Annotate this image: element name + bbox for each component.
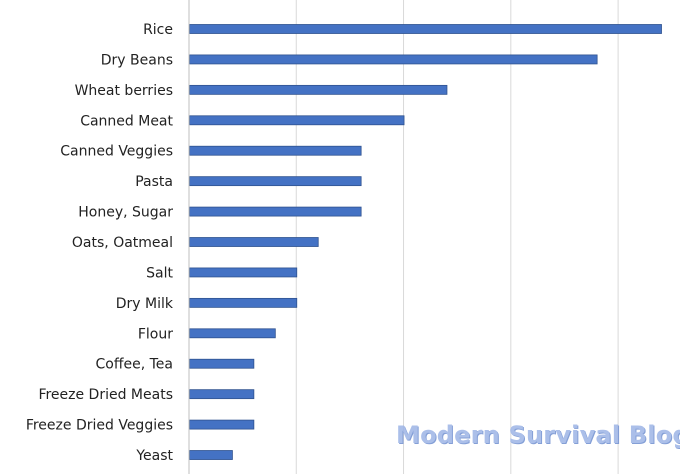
category-label: Flour [138,326,173,342]
bar-rice [189,24,662,34]
category-label: Freeze Dried Meats [38,387,173,403]
category-label: Dry Beans [101,52,173,68]
bar-canned-meat [189,115,405,126]
category-label: Rice [143,22,173,38]
bar-oats-oatmeal [189,237,319,247]
bar-yeast [189,450,233,460]
category-label: Freeze Dried Veggies [26,418,173,434]
bar-wheat-berries [189,84,448,95]
category-label: Pasta [135,174,173,190]
category-label: Honey, Sugar [78,205,173,221]
category-label: Canned Meat [80,113,173,129]
bar-pasta [189,176,362,187]
bar-honey-sugar [189,206,362,217]
category-label: Salt [146,265,173,281]
watermark-logo: Modern Survival Blog [396,421,680,449]
category-label: Canned Veggies [60,144,173,160]
bar-freeze-dried-veggies [189,419,255,430]
category-label: Dry Milk [116,296,174,312]
category-label: Oats, Oatmeal [72,235,173,251]
category-label: Yeast [135,448,173,464]
gridlines [295,0,619,474]
category-label: Coffee, Tea [96,357,173,373]
bar-coffee-tea [189,358,255,369]
bar-dry-milk [189,297,298,308]
bar-salt [189,267,298,278]
bar-freeze-dried-meats [189,389,255,400]
bar-canned-veggies [189,145,362,156]
bar-flour [189,328,276,339]
category-label: Wheat berries [75,83,173,99]
category-labels: Rice Dry Beans Wheat berries Canned Meat Can… [26,22,174,464]
bar-dry-beans [189,54,598,65]
bars [189,24,662,460]
